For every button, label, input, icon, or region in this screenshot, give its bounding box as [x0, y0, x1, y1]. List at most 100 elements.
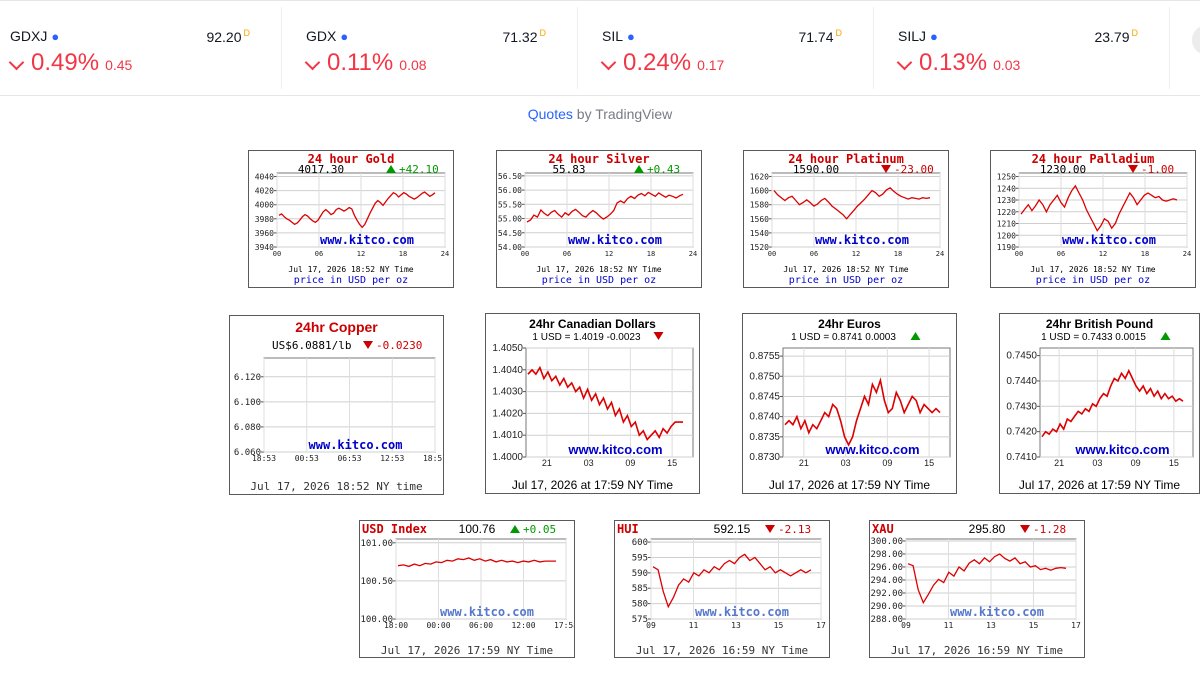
y-tick-label: 0.8745 [749, 391, 780, 402]
x-tick-label: 21 [799, 458, 809, 468]
ticker-divider [1169, 7, 1170, 89]
chart-subtitle: 1 USD = 0.7433 0.0015 [1041, 332, 1146, 343]
chart-silver[interactable]: 56.50 56.00 55.50 55.00 54.50 54.00 00 06 12 18 24… [496, 150, 702, 288]
arrow-down-icon [1128, 165, 1138, 173]
chart-unit: price in USD per oz [1036, 275, 1150, 286]
y-tick-label: 1.4040 [492, 365, 523, 376]
chart-timestamp: Jul 17, 2026 18:52 NY Time [288, 265, 413, 274]
y-tick-label: 3940 [255, 243, 274, 252]
y-tick-label: 1620 [750, 173, 769, 182]
chart-timestamp: Jul 17, 2026 16:59 NY Time [636, 644, 808, 657]
delayed-flag: D [539, 28, 547, 38]
y-tick-label: 54.00 [498, 243, 522, 252]
chart-copper[interactable]: 6.120 6.100 6.080 6.060 18:53 00:53 06:53 12:53… [229, 315, 444, 495]
price-line [527, 365, 683, 442]
x-tick-label: 18:51 [423, 454, 443, 463]
y-tick-label: 595 [632, 553, 648, 563]
y-tick-label: 600 [632, 538, 648, 548]
arrow-down-icon [653, 332, 664, 340]
x-tick-label: 18:53 [252, 454, 276, 463]
watermark-text: www.kitco.com [824, 442, 919, 457]
chart-canadian-dollar[interactable]: 1.4050 1.4040 1.4030 1.4020 1.4010 1.4000 21 03… [485, 313, 700, 494]
y-tick-label: 0.8740 [749, 412, 780, 423]
chart-palladium[interactable]: 1250 1240 1230 1220 1210 1200 1190 00 06 12 18 24 ww… [990, 150, 1196, 288]
chart-xau[interactable]: 300.00 298.00 296.00 294.00 292.00 290.00 288.… [869, 520, 1085, 658]
chart-usd-index[interactable]: 101.00 100.50 100.00 18:00 00:00 06:00 12:00 17… [359, 520, 575, 658]
live-dot-icon: ● [930, 29, 938, 44]
x-tick-label: 17 [1071, 621, 1081, 630]
x-tick-label: 17 [816, 621, 826, 630]
ticker-price: 71.74 D [798, 28, 842, 45]
chart-title: 24 hour Gold [308, 152, 395, 166]
chart-gold[interactable]: 4040 4020 4000 3980 3960 3940 00 06 12 18 24 www.ki… [248, 150, 454, 288]
chart-title: 24hr Euros [818, 317, 881, 331]
ticker-item-silj[interactable]: SILJ ● 23.79 D 0.13% 0.03 [888, 1, 1170, 95]
ticker-change: 0.49% 0.45 [8, 49, 132, 77]
y-tick-label: 288.00 [870, 615, 903, 625]
watermark-text: www.kitco.com [568, 233, 662, 247]
x-tick-label: 00 [1015, 250, 1023, 258]
x-tick-label: 12 [605, 250, 613, 258]
x-tick-label: 11 [689, 621, 699, 630]
y-tick-label: 4000 [255, 201, 274, 210]
chevron-down-icon [304, 54, 321, 71]
live-dot-icon: ● [340, 29, 349, 44]
price-line [397, 557, 556, 568]
chart-timestamp: Jul 17, 2026 18:52 NY time [250, 480, 422, 493]
chart-title: 24hr Canadian Dollars [529, 317, 656, 331]
chart-euro[interactable]: 0.8755 0.8750 0.8745 0.8740 0.8735 0.8730 21 03… [742, 313, 957, 494]
y-tick-label: 1.4030 [492, 387, 523, 398]
y-tick-label: 0.7420 [1006, 427, 1037, 438]
arrow-down-icon [363, 341, 373, 349]
y-tick-label: 292.00 [870, 589, 903, 599]
chart-timestamp: Jul 17, 2026 at 17:59 NY Time [769, 478, 931, 492]
ticker-item-gdxj[interactable]: GDXJ ● 92.20 D 0.49% 0.45 [0, 1, 282, 95]
y-tick-label: 1.4020 [492, 408, 523, 419]
y-tick-label: 1580 [750, 201, 769, 210]
ticker-item-sil[interactable]: SIL ● 71.74 D 0.24% 0.17 [592, 1, 874, 95]
x-tick-label: 17:58 [554, 621, 574, 630]
y-tick-label: 0.7450 [1006, 351, 1037, 362]
y-tick-label: 3980 [255, 215, 274, 224]
chart-price: 55.83 [552, 163, 585, 176]
x-tick-label: 18 [1141, 250, 1149, 258]
x-tick-label: 03 [1092, 458, 1102, 468]
x-tick-label: 24 [1183, 250, 1191, 258]
chart-title: 24hr British Pound [1046, 317, 1153, 331]
x-tick-label: 00 [273, 250, 281, 258]
quotes-link[interactable]: Quotes [527, 106, 573, 122]
price-line [773, 186, 931, 220]
chart-price: 295.80 [969, 522, 1006, 536]
y-tick-label: 1230 [997, 196, 1016, 205]
watermark-text: www.kitco.com [695, 605, 789, 619]
y-tick-label: 55.00 [498, 215, 522, 224]
chart-british-pound[interactable]: 0.7450 0.7440 0.7430 0.7420 0.7410 21 03 09 15 ww… [999, 313, 1200, 494]
x-tick-label: 06 [315, 250, 323, 258]
y-tick-label: 1190 [997, 243, 1016, 252]
chart-svg: 300.00 298.00 296.00 294.00 292.00 290.00 288.… [870, 522, 1081, 657]
y-tick-label: 0.7410 [1006, 452, 1037, 463]
chart-timestamp: Jul 17, 2026 18:52 NY Time [783, 265, 908, 274]
ticker-item-gdx[interactable]: GDX ● 71.32 D 0.11% 0.08 [296, 1, 578, 95]
chart-timestamp: Jul 17, 2026 18:52 NY Time [536, 265, 661, 274]
x-tick-label: 15 [667, 458, 677, 468]
y-tick-label: 6.120 [234, 373, 261, 383]
chart-change: -2.13 [778, 523, 811, 536]
chart-svg: 0.8755 0.8750 0.8745 0.8740 0.8735 0.8730 21 03… [749, 317, 951, 492]
chart-hui[interactable]: 600 595 590 585 580 575 09 11 13 15 17 www.kitco.co… [614, 520, 830, 658]
y-tick-label: 0.7440 [1006, 376, 1037, 387]
price-line [1020, 184, 1178, 232]
chart-platinum[interactable]: 1620 1600 1580 1560 1540 1520 00 06 12 18 24 www.ki… [743, 150, 949, 288]
y-tick-label: 3960 [255, 229, 274, 238]
x-tick-label: 12 [1099, 250, 1107, 258]
scroll-next-button[interactable] [1192, 25, 1200, 55]
x-tick-label: 15 [924, 458, 934, 468]
ticker-symbol: SIL ● [602, 28, 635, 44]
price-line [784, 377, 941, 447]
chart-subtitle: 1 USD = 1.4019 -0.0023 [532, 332, 641, 343]
x-tick-label: 06:53 [337, 454, 361, 463]
x-tick-label: 00 [768, 250, 776, 258]
